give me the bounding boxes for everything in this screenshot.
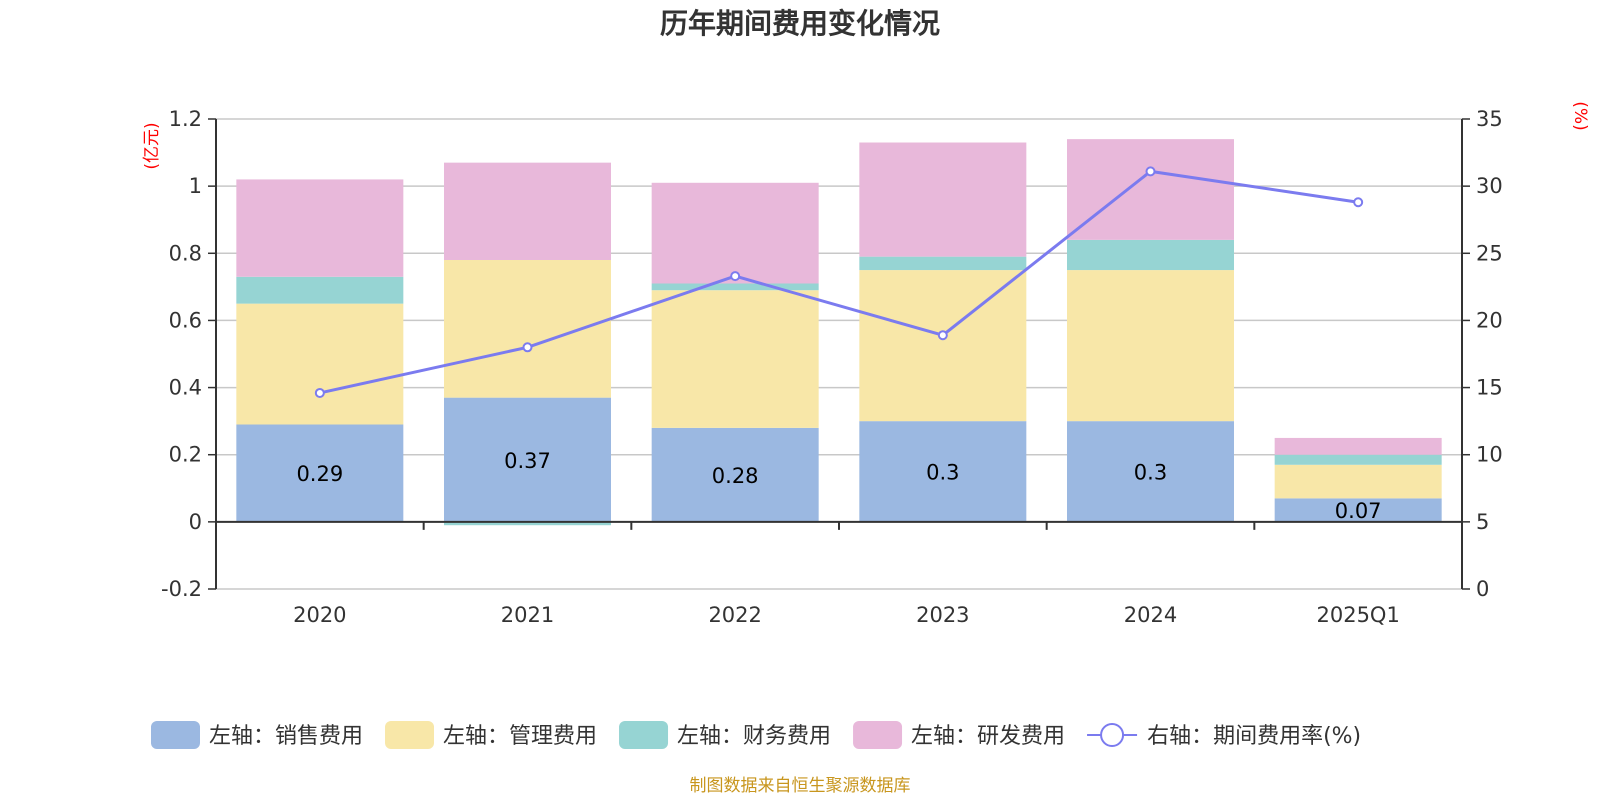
bar-segment bbox=[651, 290, 819, 428]
legend-swatch bbox=[151, 721, 200, 749]
right-tick-label: 10 bbox=[1476, 443, 1503, 467]
right-axis-unit: (%) bbox=[1570, 101, 1590, 130]
bar-value-label: 0.29 bbox=[296, 462, 343, 486]
bar-segment bbox=[1067, 270, 1234, 422]
x-axis-ticks: 2020 2021 2022 2023 2024 2025Q1 bbox=[293, 603, 1400, 627]
x-tick-label: 2022 bbox=[708, 603, 761, 627]
bar-value-label: 0.07 bbox=[1335, 499, 1382, 523]
x-tick-label: 2024 bbox=[1124, 603, 1177, 627]
right-axis-ticks: 35 30 25 20 15 10 5 0 bbox=[1462, 107, 1503, 601]
bar-segment bbox=[236, 303, 404, 425]
bar-segment bbox=[444, 162, 611, 260]
bar-segment bbox=[236, 276, 404, 304]
right-tick-label: 30 bbox=[1476, 174, 1503, 198]
x-tick-label: 2020 bbox=[293, 603, 346, 627]
bar-segment bbox=[1067, 239, 1234, 271]
legend: 左轴：销售费用 左轴：管理费用 左轴：财务费用 左轴：研发费用 右轴：期间费用率(%) bbox=[151, 721, 1361, 749]
bar-segment bbox=[444, 397, 611, 522]
left-tick-label: 0 bbox=[189, 510, 202, 534]
x-tick-label: 2025Q1 bbox=[1316, 603, 1399, 627]
bar-segment bbox=[1274, 464, 1442, 499]
rate-point bbox=[730, 271, 741, 282]
left-tick-label: -0.2 bbox=[161, 577, 202, 601]
rate-point bbox=[937, 330, 948, 341]
bar-segment bbox=[859, 270, 1027, 422]
bar-value-label: 0.3 bbox=[926, 461, 959, 485]
left-axis-unit: (亿元) bbox=[142, 122, 162, 169]
x-tick-label: 2021 bbox=[501, 603, 554, 627]
bar-value-label: 0.37 bbox=[504, 449, 551, 473]
right-tick-label: 25 bbox=[1476, 241, 1503, 265]
left-tick-label: 1.2 bbox=[169, 107, 202, 131]
bar-segment bbox=[444, 521, 611, 526]
bar-segment bbox=[651, 283, 819, 291]
bars bbox=[236, 139, 1442, 526]
legend-label: 左轴：财务费用 bbox=[677, 724, 831, 749]
bar-segment bbox=[1067, 421, 1234, 522]
left-tick-label: 1 bbox=[189, 174, 202, 198]
right-tick-label: 15 bbox=[1476, 376, 1503, 400]
bar-segment bbox=[1067, 139, 1234, 240]
bar-data-labels: 0.29 0.37 0.28 0.3 0.3 0.07 bbox=[296, 449, 1381, 523]
right-tick-label: 35 bbox=[1476, 107, 1503, 131]
bar-segment bbox=[1274, 498, 1442, 522]
rate-line-path bbox=[319, 169, 1359, 395]
legend-label: 左轴：管理费用 bbox=[443, 724, 597, 749]
left-tick-label: 0.4 bbox=[169, 376, 202, 400]
bar-segment bbox=[859, 421, 1027, 522]
rate-point bbox=[1145, 166, 1156, 177]
bar-value-label: 0.3 bbox=[1134, 461, 1167, 485]
left-axis-ticks: 1.2 1 0.8 0.6 0.4 0.2 0 -0.2 bbox=[161, 107, 216, 601]
right-tick-label: 5 bbox=[1476, 510, 1489, 534]
left-tick-label: 0.6 bbox=[169, 308, 202, 332]
right-tick-label: 0 bbox=[1476, 577, 1489, 601]
bar-segment bbox=[651, 427, 819, 522]
rate-point bbox=[1353, 197, 1364, 208]
bar-segment bbox=[859, 256, 1027, 271]
bar-segment bbox=[236, 424, 404, 522]
legend-swatch bbox=[619, 721, 669, 749]
bar-segment bbox=[236, 179, 404, 277]
legend-circle-swatch bbox=[1100, 723, 1125, 747]
x-tick-label: 2023 bbox=[916, 603, 969, 627]
rate-point bbox=[314, 387, 325, 398]
bar-segment bbox=[1274, 437, 1442, 455]
chart-title: 历年期间费用变化情况 bbox=[660, 7, 940, 40]
legend-swatch bbox=[853, 721, 903, 749]
legend-label: 右轴：期间费用率(%) bbox=[1147, 724, 1361, 749]
legend-label: 左轴：销售费用 bbox=[209, 724, 363, 749]
bar-segment bbox=[859, 142, 1027, 257]
source-note: 制图数据来自恒生聚源数据库 bbox=[690, 776, 911, 796]
bar-segment bbox=[1274, 454, 1442, 465]
rate-line bbox=[314, 166, 1364, 398]
legend-label: 左轴：研发费用 bbox=[911, 724, 1065, 749]
legend-swatch bbox=[385, 721, 435, 749]
rate-point bbox=[522, 342, 533, 353]
bar-value-label: 0.28 bbox=[712, 464, 759, 488]
left-tick-label: 0.8 bbox=[169, 241, 202, 265]
left-tick-label: 0.2 bbox=[169, 443, 202, 467]
right-tick-label: 20 bbox=[1476, 308, 1503, 332]
bar-segment bbox=[651, 182, 819, 284]
axes bbox=[215, 119, 1463, 589]
